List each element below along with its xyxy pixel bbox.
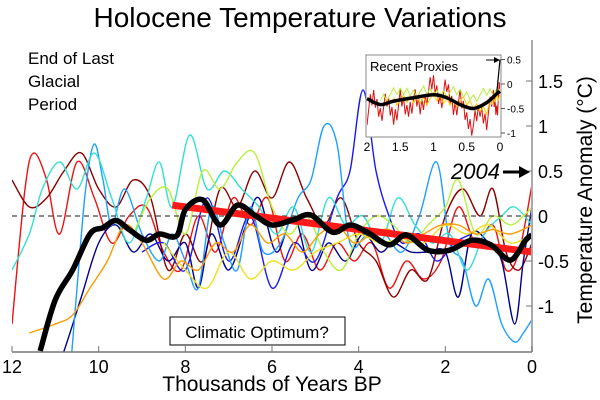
inset-y-tick-label: 0.5 bbox=[507, 56, 521, 67]
proxy-series-9 bbox=[29, 223, 532, 334]
y-tick-label: 1.5 bbox=[538, 72, 563, 92]
inset-y-tick-label: -1 bbox=[507, 129, 516, 140]
x-tick-label: 6 bbox=[267, 357, 277, 377]
x-tick-label: 12 bbox=[2, 357, 22, 377]
x-tick-label: 8 bbox=[180, 357, 190, 377]
x-tick-label: 2 bbox=[440, 357, 450, 377]
inset-title: Recent Proxies bbox=[370, 59, 459, 74]
climatic-optimum-box bbox=[169, 316, 346, 346]
inset-axes: 2 1.5 1 0.5 0 0.5 0 -0.5 -1 bbox=[364, 56, 525, 155]
inset-x-tick-label: 1 bbox=[430, 140, 437, 154]
mean-curve bbox=[37, 196, 532, 352]
marker-2004-arrow-icon bbox=[503, 166, 530, 178]
inset-x-tick-label: 1.5 bbox=[392, 140, 409, 154]
x-tick-label: 0 bbox=[527, 357, 537, 377]
climatic-optimum-label: Climatic Optimum? bbox=[185, 323, 329, 342]
glacial-line-3: Period bbox=[28, 95, 77, 114]
inset-y-tick-label: -0.5 bbox=[507, 105, 525, 116]
chart-title: Holocene Temperature Variations bbox=[94, 2, 507, 33]
proxy-series-3 bbox=[62, 196, 532, 352]
x-axis-label: Thousands of Years BP bbox=[162, 373, 382, 396]
inset-y-tick-label: 0 bbox=[507, 80, 513, 91]
glacial-line-1: End of Last bbox=[28, 49, 114, 68]
proxy-series-1 bbox=[12, 152, 532, 325]
inset-instrumental-line bbox=[496, 59, 501, 94]
marker-2004-label: 2004 bbox=[450, 159, 500, 184]
inset-x-tick-label: 0.5 bbox=[458, 140, 475, 154]
y-tick-label: -1 bbox=[538, 297, 554, 317]
y-tick-label: -0.5 bbox=[538, 252, 569, 272]
proxy-series-5 bbox=[71, 122, 532, 352]
inset-x-tick-label: 0 bbox=[497, 140, 504, 154]
axes: 12 10 8 6 4 2 01.510.50-0.5-1 bbox=[2, 40, 569, 377]
y-tick-label: 0 bbox=[538, 207, 548, 227]
inset-chart: Recent Proxies 2 1.5 1 0.5 0 0.5 0 -0.5 -1 bbox=[364, 54, 525, 155]
x-tick-label: 4 bbox=[354, 357, 364, 377]
y-tick-label: 1 bbox=[538, 117, 548, 137]
inset-proxy-series-1 bbox=[367, 75, 500, 136]
inset-mean-curve bbox=[366, 89, 502, 111]
inset-arrow-icon bbox=[486, 57, 500, 63]
glacial-line-2: Glacial bbox=[28, 72, 80, 91]
inset-x-tick-label: 2 bbox=[364, 140, 371, 154]
x-tick-label: 10 bbox=[89, 357, 109, 377]
y-tick-label: 0.5 bbox=[538, 162, 563, 182]
glacial-annotation: End of Last Glacial Period bbox=[28, 49, 114, 114]
y-axis-label: Temperature Anomaly (°C) bbox=[574, 76, 597, 324]
